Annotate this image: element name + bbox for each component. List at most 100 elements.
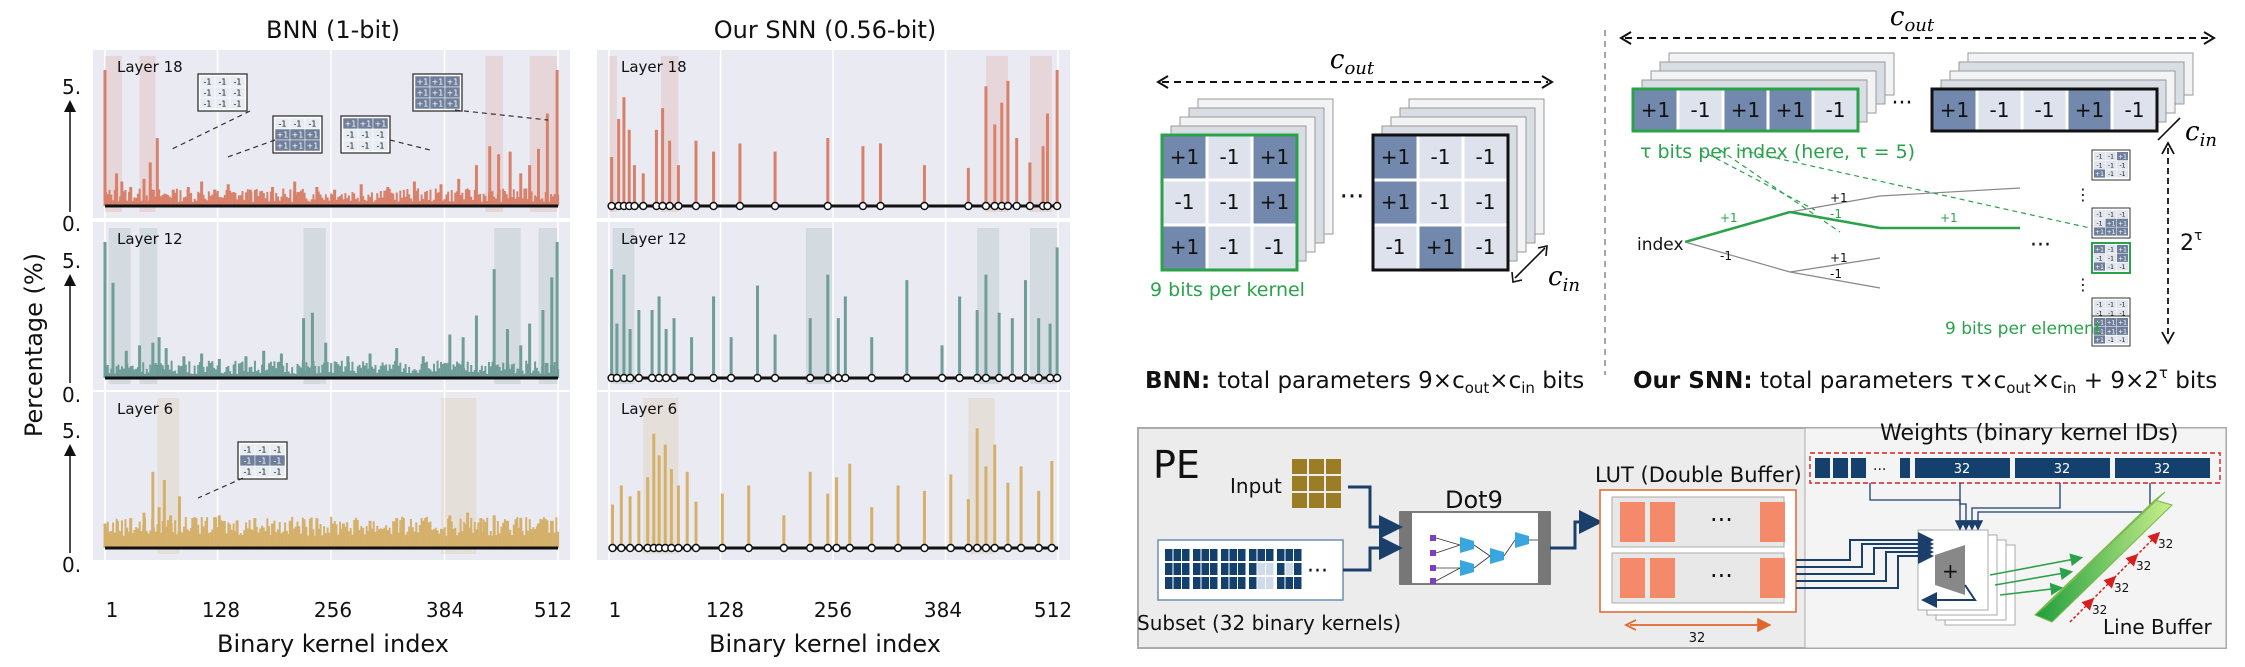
- background-bar: [129, 365, 132, 378]
- c-in-arrow: [1514, 247, 1546, 279]
- background-bar: [459, 518, 462, 548]
- bar: [341, 523, 345, 548]
- kernel-cell: [1163, 181, 1206, 224]
- background-bar: [172, 532, 175, 548]
- background-bar: [246, 371, 249, 378]
- kernel-value: +1: [1260, 145, 1289, 169]
- background-bar: [433, 363, 436, 378]
- background-bar: [456, 191, 459, 206]
- kernel-value: -1: [2097, 255, 2103, 262]
- adder: [1515, 532, 1529, 548]
- bar: [164, 348, 168, 378]
- background-bar: [372, 201, 375, 206]
- subset-kernels: [1165, 549, 1302, 589]
- background-bar: [404, 534, 407, 548]
- background-bar: [184, 516, 187, 548]
- background-bar: [264, 198, 267, 206]
- background-bar: [264, 370, 267, 378]
- bar: [646, 477, 650, 548]
- bar: [1010, 318, 1014, 378]
- bar: [412, 181, 416, 206]
- background-bar: [360, 526, 363, 548]
- subset-cell: [1165, 549, 1173, 561]
- subset-cell: [1257, 563, 1265, 575]
- background-bar: [340, 360, 343, 378]
- kernel-value: +1: [2095, 171, 2104, 178]
- background-bar: [541, 519, 544, 548]
- background-bar: [211, 194, 214, 206]
- subset-cell: [1173, 577, 1181, 589]
- background-bar: [534, 195, 537, 206]
- background-bar: [399, 190, 402, 206]
- background-bar: [434, 188, 437, 206]
- background-bar: [232, 364, 235, 378]
- bar: [162, 480, 166, 548]
- bar: [1015, 138, 1019, 206]
- background-bar: [207, 191, 210, 206]
- weights-to-adder-arrow: [1972, 483, 2151, 531]
- bar: [368, 520, 372, 548]
- buffer-width-arrow: [2113, 553, 2139, 579]
- background-bar: [489, 366, 492, 378]
- element-kernel: -1 -1 -1-1 +1 +1+1 +1 +1: [2091, 207, 2131, 239]
- background-bar: [395, 192, 398, 206]
- kernel-inset-mixed-a: -1 -1 -1+1 +1 +1+1 +1 +1: [272, 115, 323, 154]
- background-bar: [376, 372, 379, 378]
- background-bar: [120, 520, 123, 548]
- background-bar: [113, 189, 116, 206]
- kernel-value: -1: [2097, 310, 2103, 317]
- background-bar: [365, 200, 368, 206]
- background-bar: [261, 525, 264, 548]
- bar: [773, 334, 777, 378]
- background-bar: [333, 361, 336, 378]
- background-bar: [232, 523, 235, 548]
- background-bar: [317, 366, 320, 378]
- bar: [657, 296, 661, 378]
- line-buffer-widths: 32 32 32 32: [2069, 531, 2173, 623]
- background-bar: [223, 371, 226, 378]
- background-bar: [269, 191, 272, 206]
- leader-line: [454, 109, 549, 121]
- bar: [657, 455, 661, 548]
- kernel-cell: [1419, 226, 1462, 269]
- weights-label: Weights (binary kernel IDs): [1880, 421, 2178, 446]
- background-bar: [305, 526, 308, 548]
- background-bar: [285, 196, 288, 206]
- highlight-band: [485, 56, 504, 212]
- ellipsis: ···: [1892, 91, 1913, 116]
- element-kernel: -1 -1 +1-1 -1 -1+1 -1 -1: [2091, 149, 2131, 181]
- bar: [654, 129, 658, 206]
- background-bar: [461, 531, 464, 548]
- kernel-value: +1: [307, 131, 319, 140]
- bar: [628, 496, 632, 548]
- background-bar: [436, 530, 439, 548]
- background-bar: [415, 370, 418, 378]
- background-bar: [450, 521, 453, 548]
- highlight-band: [968, 398, 995, 554]
- background-bar: [463, 522, 466, 548]
- background-bar: [131, 365, 134, 378]
- background-bar: [479, 193, 482, 206]
- kernel-value: -1: [347, 131, 355, 140]
- background-bar: [438, 533, 441, 548]
- x-tick: 512: [534, 598, 572, 622]
- background-bar: [381, 362, 384, 378]
- kernel-value: -1: [2108, 162, 2114, 169]
- kernel-value: -1: [2097, 220, 2103, 227]
- index-value: +1: [1641, 98, 1670, 122]
- kernel-value: -1: [2120, 171, 2126, 178]
- y-axis-label: Percentage (%): [20, 253, 48, 437]
- bar: [632, 165, 636, 206]
- adder: [1460, 560, 1474, 576]
- index-marker: [1025, 201, 1035, 211]
- dot9-left-bar: [1400, 512, 1412, 584]
- c-in-label: cin: [2185, 117, 2217, 151]
- kernel-value: +1: [277, 131, 289, 140]
- background-bar: [472, 371, 475, 378]
- background-bar: [388, 364, 391, 378]
- subset-cell: [1277, 563, 1285, 575]
- background-bar: [305, 362, 308, 378]
- background-bar: [370, 192, 373, 206]
- weights-to-adder-arrow: [1966, 483, 2061, 531]
- background-bar: [459, 195, 462, 206]
